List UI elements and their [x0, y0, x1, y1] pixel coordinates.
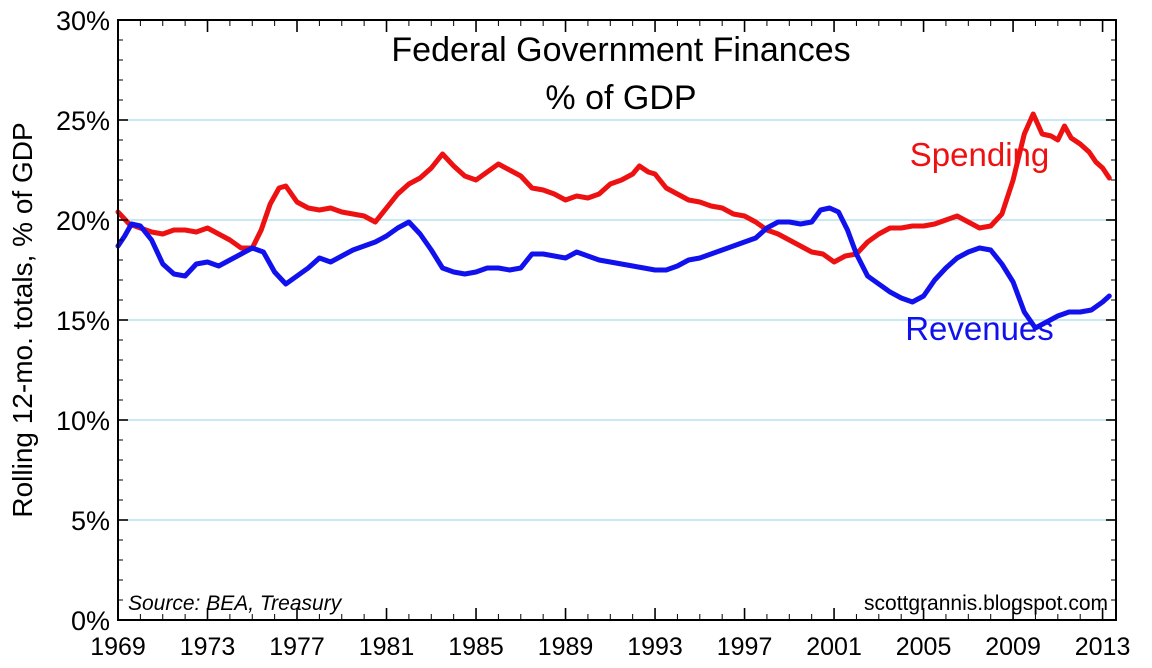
- y-tick-label: 10%: [56, 406, 110, 436]
- x-tick-label: 2013: [1075, 633, 1131, 661]
- x-axis: 1969 1973 1977 1981 1985 1989 1993 1997 2001 2005…: [90, 20, 1130, 661]
- y-tick-label: 30%: [56, 6, 110, 36]
- x-tick-label: 2009: [985, 633, 1041, 661]
- x-tick-label: 1989: [538, 633, 594, 661]
- series-line-revenues: [115, 205, 1112, 331]
- x-tick-label: 2001: [806, 633, 862, 661]
- x-tick-label: 1997: [717, 633, 773, 661]
- chart-title-line2: % of GDP: [545, 79, 696, 117]
- y-axis-label: Rolling 12-mo. totals, % of GDP: [7, 122, 38, 517]
- grid: [118, 119, 1116, 521]
- y-tick-label: 15%: [56, 306, 110, 336]
- credit-note: scottgrannis.blogspot.com: [864, 592, 1108, 615]
- y-tick-label: 0%: [71, 606, 110, 636]
- chart-title-line1: Federal Government Finances: [391, 31, 850, 69]
- series-lines: [115, 111, 1112, 331]
- x-tick-label: 1985: [448, 633, 504, 661]
- source-note: Source: BEA, Treasury: [128, 592, 343, 615]
- x-tick-label: 1969: [90, 633, 146, 661]
- y-axis: 0% 5% 10% 15% 20% 25% 30%: [56, 6, 1116, 636]
- y-tick-label: 5%: [71, 506, 110, 536]
- series-label-spending: Spending: [910, 136, 1049, 173]
- x-tick-label: 1973: [180, 633, 236, 661]
- y-tick-label: 25%: [56, 106, 110, 136]
- y-tick-label: 20%: [56, 206, 110, 236]
- x-tick-label: 1993: [627, 633, 683, 661]
- x-tick-label: 1981: [359, 633, 415, 661]
- x-tick-label: 2005: [896, 633, 952, 661]
- series-line-spending: [115, 111, 1112, 265]
- x-tick-label: 1977: [269, 633, 325, 661]
- series-label-revenues: Revenues: [905, 310, 1054, 347]
